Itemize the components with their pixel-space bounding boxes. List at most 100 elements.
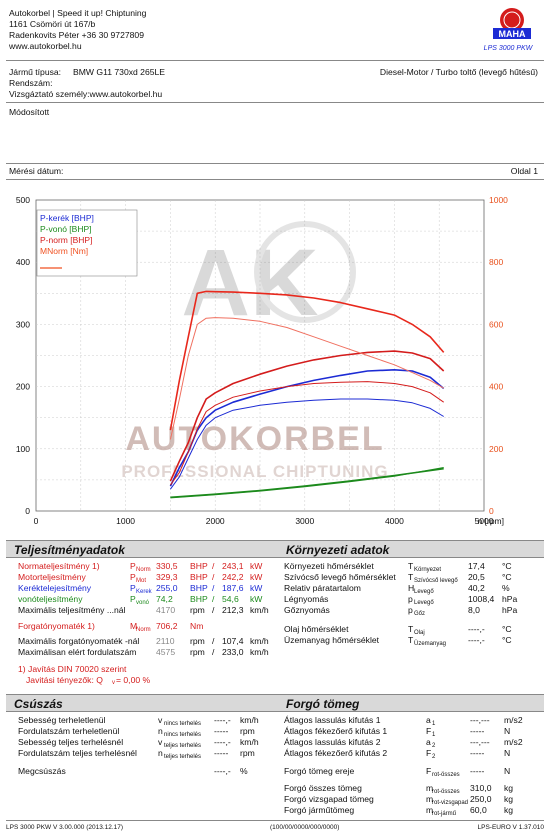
performance-row: Keréktelejesítmény P Kerek 255,0 BHP / 187,6 kW bbox=[18, 583, 283, 595]
mass-row-val: ----- bbox=[470, 748, 485, 758]
company-name: Autokorbel | Speed it up! Chiptuning bbox=[9, 8, 147, 18]
correction-factor: Javitási tényezők: Q v = 0,00 % bbox=[26, 675, 266, 686]
environment-row-val: ----,- bbox=[468, 624, 485, 634]
mass-section-title: Forgó tömeg bbox=[278, 694, 544, 712]
mass-weight-row-unit: kg bbox=[504, 805, 514, 815]
chart-legend: P-kerék [BHP] P-vonó [BHP] P-norm [BHP] … bbox=[36, 209, 138, 277]
environment-row-label: Olaj hőmérséklet bbox=[284, 624, 349, 634]
mass-weight-row: Forgó összes tömeg m rot-összes 310,0 kg bbox=[284, 783, 549, 795]
modified-label: Módosított bbox=[9, 107, 50, 117]
slip-measure-row-sub: nincs terhelés bbox=[164, 732, 202, 738]
footer-version: LPS 3000 PKW V 3.00.000 (2013.12.17) bbox=[6, 824, 124, 831]
slip-measure-row-label: Sebesség terheletlenül bbox=[18, 715, 106, 725]
environment-row-unit: °C bbox=[502, 635, 512, 645]
torque-row-u1: rpm bbox=[190, 636, 205, 646]
performance-row-sym: P bbox=[130, 572, 136, 582]
mass-weight-row-sym: m bbox=[426, 794, 434, 804]
watermark-gauge-icon bbox=[254, 221, 356, 323]
y-right-tick-label: 400 bbox=[489, 382, 503, 392]
mass-row: Átlagos lassulás kifutás 1 a 1 ---,--- m/s2 bbox=[284, 715, 549, 727]
mass-weight-row-sub: rot-jármű bbox=[432, 811, 457, 817]
environment-row-val: 20,5 bbox=[468, 572, 485, 582]
mass-row-sym: F bbox=[426, 748, 432, 758]
slip-measure-row-unit: km/h bbox=[240, 737, 259, 747]
environment-row-val: 8,0 bbox=[468, 605, 480, 615]
mass-weight-row: Forgó járműtömeg m rot-jármű 60,0 kg bbox=[284, 805, 549, 817]
environment-row-label: Szívócső levegő hőmérséklet bbox=[284, 572, 396, 582]
legend-m-norm: MNorm [Nm] bbox=[40, 246, 88, 256]
mass-row-unit: m/s2 bbox=[504, 737, 523, 747]
y-right-tick-label: 200 bbox=[489, 444, 503, 454]
performance-row-v1: 330,5 bbox=[156, 561, 178, 571]
chart-series bbox=[169, 290, 445, 499]
performance-row-sym: P bbox=[130, 594, 136, 604]
mass-row-sym: a bbox=[426, 737, 431, 747]
vehicle-type-label: Jármű típusa: bbox=[9, 67, 62, 77]
slip-measure-row-label: Fordulatszám terheletlenül bbox=[18, 726, 120, 736]
environment-row-sym: T bbox=[408, 635, 414, 645]
performance-row-v2: 187,6 bbox=[222, 583, 244, 593]
slip-unit: % bbox=[240, 766, 248, 776]
company-address: 1161 Csömöri út 167/b bbox=[9, 19, 96, 29]
logo-sub: LPS 3000 PKW bbox=[484, 45, 534, 52]
performance-row-v1: 74,2 bbox=[156, 594, 173, 604]
torque-row-label: Maximális forgatónyomaték -nál bbox=[18, 636, 140, 646]
mass-row-val: ---,--- bbox=[470, 737, 490, 747]
environment-row: Gőznyomás p Gőz 8,0 hPa bbox=[284, 605, 549, 617]
environment-row: Üzemanyag hőmérséklet T Üzemanyag ----,- °C bbox=[284, 635, 549, 647]
correction-label: Javitási tényezők: Q bbox=[26, 675, 103, 685]
mass-row-val: ---,--- bbox=[470, 715, 490, 725]
mass-row: Átlagos fékezőerő kifutás 2 F 2 ----- N bbox=[284, 748, 549, 760]
torque-row-sub: Norm bbox=[136, 627, 151, 633]
environment-section-title: Környezeti adatok bbox=[278, 540, 544, 558]
slip-measure-row: Fordulatszám teljes terhelésnél n teljes t… bbox=[18, 748, 283, 760]
mass-row-sub: 2 bbox=[432, 743, 436, 749]
torque-row-u1: rpm bbox=[190, 647, 205, 657]
environment-row-sym: p bbox=[408, 594, 413, 604]
slip-measure-row-unit: rpm bbox=[240, 748, 255, 758]
environment-row-sub: Gőz bbox=[414, 611, 426, 617]
torque-row-v1: 706,2 bbox=[156, 621, 178, 631]
series-line bbox=[169, 398, 444, 490]
series-line bbox=[170, 467, 444, 499]
mass-row-sub: 2 bbox=[432, 754, 436, 760]
performance-row-v2: 243,1 bbox=[222, 561, 244, 571]
environment-row: Olaj hőmérséklet T Olaj ----,- °C bbox=[284, 624, 549, 636]
environment-row-label: Üzemanyag hőmérséklet bbox=[284, 635, 380, 645]
slip-measure-row-label: Sebesség teljes terhelésnél bbox=[18, 737, 124, 747]
x-tick-label: 4000 bbox=[385, 516, 404, 526]
performance-row-label: Normateljesítmény 1) bbox=[18, 561, 100, 571]
y-left-tick-label: 300 bbox=[16, 319, 30, 329]
performance-row-sep: / bbox=[212, 561, 215, 571]
watermark: AK bbox=[181, 221, 356, 336]
environment-row-sym: H bbox=[408, 583, 415, 593]
mass-force-row-label: Forgó tömeg ereje bbox=[284, 766, 355, 776]
mass-row-label: Átlagos lassulás kifutás 2 bbox=[284, 737, 381, 747]
environment-row: Relativ páratartalom H Levegő 40,2% bbox=[284, 583, 549, 595]
environment-row-sub: Környezet bbox=[414, 567, 442, 573]
mass-row-sub: 1 bbox=[432, 721, 436, 727]
slip-measure-row-sym: v bbox=[158, 737, 163, 747]
environment-row-sub: Szívócső levegő bbox=[414, 578, 458, 584]
series-line bbox=[170, 467, 444, 499]
torque-row-u1: Nm bbox=[190, 621, 204, 631]
performance-row-u1: BHP bbox=[190, 561, 208, 571]
performance-row-sep: / bbox=[212, 572, 215, 582]
performance-row-label: Maximális teljesítmény ...nál bbox=[18, 605, 126, 615]
slip-measure-row-unit: rpm bbox=[240, 726, 255, 736]
mass-weight-row-sub: rot-vizsgapad bbox=[432, 800, 469, 806]
performance-row-sym: P bbox=[130, 583, 136, 593]
slip-measure-row-sub: nincs terhelés bbox=[164, 721, 202, 727]
mass-row-sym: a bbox=[426, 715, 431, 725]
torque-row-label: Forgatónyomaték 1) bbox=[18, 621, 95, 631]
correction-sub: v bbox=[112, 680, 115, 686]
performance-row-v1: 329,3 bbox=[156, 572, 178, 582]
slip-section-title: Csúszás bbox=[6, 694, 278, 712]
environment-row-val: 1008,4 bbox=[468, 594, 495, 604]
slip-measure-row: Fordulatszám terheletlenül n nincs terhelé… bbox=[18, 726, 283, 738]
environment-row-sym: T bbox=[408, 624, 414, 634]
y-left-tick-label: 0 bbox=[25, 506, 30, 516]
performance-row-u2: kW bbox=[250, 561, 263, 571]
